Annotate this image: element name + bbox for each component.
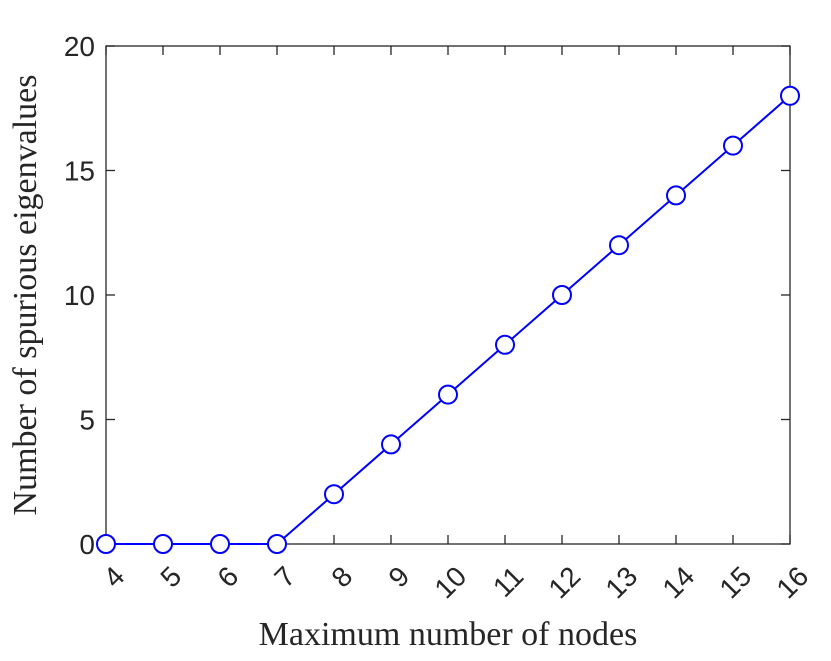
x-tick-label: 4 [97, 560, 130, 593]
x-tick-label: 9 [382, 560, 415, 593]
data-point [324, 484, 344, 505]
data-point [210, 534, 230, 554]
data-point [609, 235, 629, 256]
x-tick-label: 10 [428, 560, 472, 604]
y-tick-label: 20 [64, 31, 95, 62]
x-tick-label: 16 [770, 560, 814, 604]
x-tick-label: 14 [656, 560, 700, 604]
data-point [780, 85, 800, 106]
y-axis-title: Number of spurious eigenvalues [7, 75, 44, 516]
x-tick-label: 6 [211, 560, 244, 593]
data-point [723, 135, 743, 156]
data-point [666, 185, 686, 206]
data-point [552, 285, 572, 305]
x-tick-label: 12 [542, 560, 586, 604]
data-point [267, 534, 287, 554]
series-layer [96, 85, 800, 554]
x-tick-label: 13 [599, 560, 643, 604]
x-tick-label: 15 [713, 560, 757, 604]
x-tick-label: 8 [325, 560, 358, 593]
x-axis-title: Maximum number of nodes [259, 616, 638, 653]
y-tick-label: 10 [64, 280, 95, 311]
series-line [106, 95, 791, 545]
x-tick-label: 5 [154, 560, 187, 593]
data-point [381, 434, 401, 455]
x-tick-label: 7 [268, 560, 301, 593]
data-point [96, 534, 116, 554]
x-tick-label: 11 [487, 560, 529, 602]
data-point [495, 334, 515, 355]
data-point [153, 534, 173, 554]
y-tick-label: 15 [64, 156, 95, 187]
y-tick-label: 5 [79, 405, 95, 436]
data-point [438, 384, 458, 405]
plot-frame [105, 45, 791, 545]
y-tick-label: 0 [79, 529, 95, 560]
